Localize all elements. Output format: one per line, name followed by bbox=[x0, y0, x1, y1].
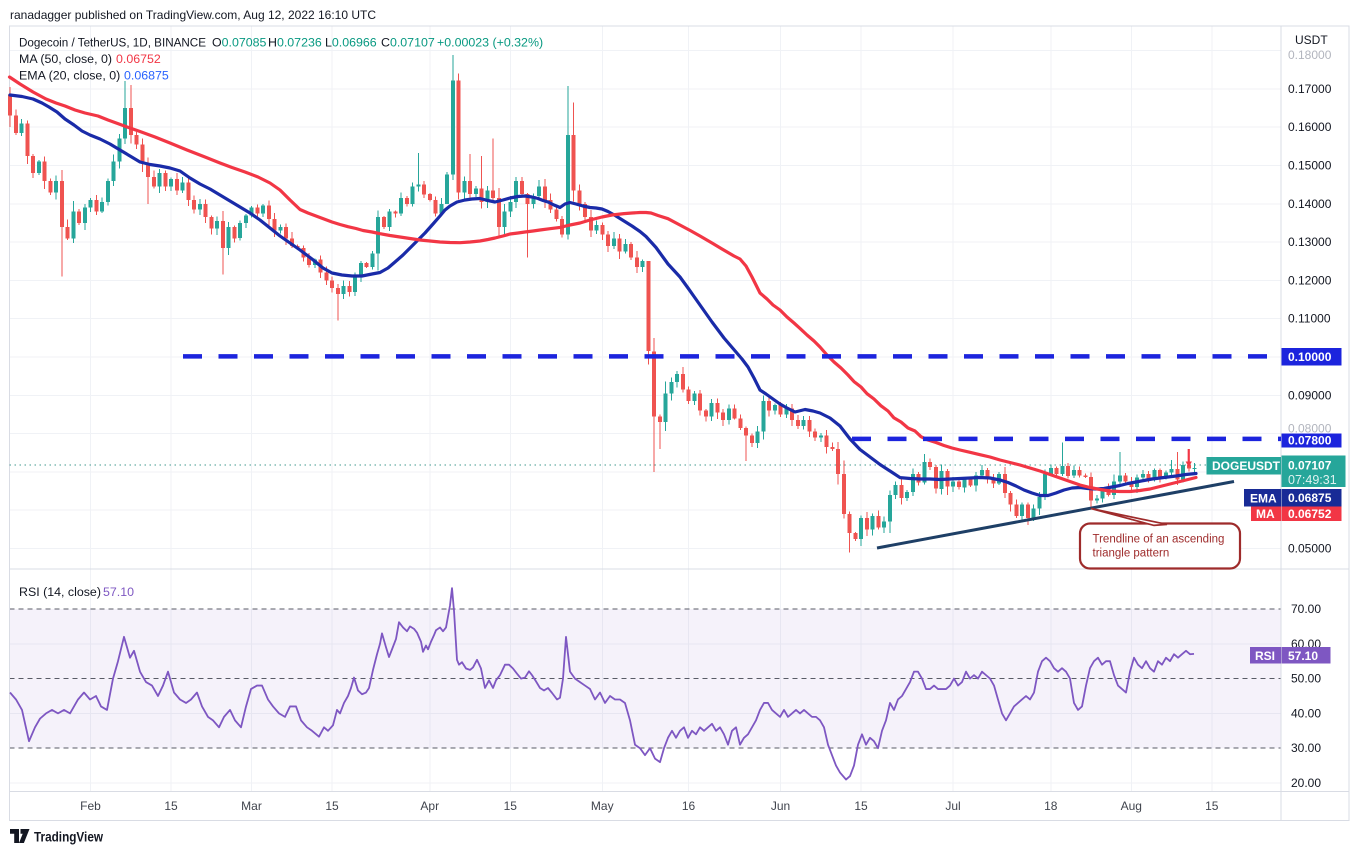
svg-text:0.11000: 0.11000 bbox=[1288, 312, 1331, 326]
svg-text:C0.07107: C0.07107 bbox=[381, 36, 435, 50]
svg-text:Mar: Mar bbox=[241, 799, 262, 813]
svg-text:70.00: 70.00 bbox=[1291, 602, 1321, 616]
svg-text:May: May bbox=[591, 799, 614, 813]
svg-text:0.12000: 0.12000 bbox=[1288, 273, 1332, 287]
svg-text:O0.07085: O0.07085 bbox=[212, 36, 267, 50]
svg-text:15: 15 bbox=[504, 799, 518, 813]
svg-text:0.15000: 0.15000 bbox=[1288, 159, 1332, 173]
svg-text:15: 15 bbox=[164, 799, 178, 813]
svg-text:16: 16 bbox=[682, 799, 696, 813]
svg-text:07:49:31: 07:49:31 bbox=[1288, 473, 1337, 487]
svg-text:ranadagger published on Tradin: ranadagger published on TradingView.com,… bbox=[10, 8, 376, 22]
svg-text:18: 18 bbox=[1044, 799, 1058, 813]
svg-text:57.10: 57.10 bbox=[103, 585, 134, 599]
svg-text:Jun: Jun bbox=[771, 799, 790, 813]
svg-text:L0.06966: L0.06966 bbox=[325, 36, 377, 50]
svg-text:0.13000: 0.13000 bbox=[1288, 235, 1332, 249]
svg-text:0.07107: 0.07107 bbox=[1288, 459, 1332, 473]
svg-text:57.10: 57.10 bbox=[1288, 649, 1318, 663]
svg-text:0.07800: 0.07800 bbox=[1288, 434, 1332, 448]
svg-text:20.00: 20.00 bbox=[1291, 776, 1321, 790]
svg-text:Trendline of an ascending: Trendline of an ascending bbox=[1093, 534, 1225, 546]
svg-text:15: 15 bbox=[325, 799, 339, 813]
svg-text:Feb: Feb bbox=[80, 799, 101, 813]
svg-text:Jul: Jul bbox=[945, 799, 960, 813]
svg-text:DOGEUSDT: DOGEUSDT bbox=[1212, 459, 1281, 473]
svg-text:0.09000: 0.09000 bbox=[1288, 388, 1332, 402]
svg-text:0.08000: 0.08000 bbox=[1288, 422, 1332, 436]
svg-text:0.05000: 0.05000 bbox=[1288, 542, 1332, 556]
svg-text:+0.00023 (+0.32%): +0.00023 (+0.32%) bbox=[437, 36, 543, 50]
svg-text:15: 15 bbox=[854, 799, 868, 813]
svg-text:USDT: USDT bbox=[1295, 33, 1328, 47]
svg-text:0.06752: 0.06752 bbox=[116, 52, 161, 66]
svg-text:EMA (20, close, 0): EMA (20, close, 0) bbox=[19, 69, 120, 83]
svg-text:Aug: Aug bbox=[1121, 799, 1142, 813]
svg-text:0.06875: 0.06875 bbox=[124, 69, 169, 83]
svg-text:EMA: EMA bbox=[1250, 492, 1277, 506]
svg-text:15: 15 bbox=[1205, 799, 1219, 813]
svg-text:0.17000: 0.17000 bbox=[1288, 82, 1332, 96]
svg-text:0.06875: 0.06875 bbox=[1288, 491, 1332, 505]
svg-text:0.18000: 0.18000 bbox=[1288, 48, 1332, 62]
svg-text:triangle pattern: triangle pattern bbox=[1093, 548, 1170, 560]
svg-text:0.14000: 0.14000 bbox=[1288, 197, 1332, 211]
svg-text:50.00: 50.00 bbox=[1291, 672, 1321, 686]
svg-text:Apr: Apr bbox=[420, 799, 439, 813]
svg-text:0.16000: 0.16000 bbox=[1288, 120, 1332, 134]
svg-text:Dogecoin / TetherUS, 1D, BINAN: Dogecoin / TetherUS, 1D, BINANCE bbox=[19, 36, 206, 50]
svg-text:0.10000: 0.10000 bbox=[1288, 350, 1332, 364]
svg-text:TradingView: TradingView bbox=[34, 829, 103, 845]
svg-text:RSI: RSI bbox=[1255, 649, 1275, 663]
svg-text:MA: MA bbox=[1256, 507, 1275, 521]
svg-text:0.06752: 0.06752 bbox=[1288, 507, 1332, 521]
svg-text:40.00: 40.00 bbox=[1291, 706, 1321, 720]
svg-text:30.00: 30.00 bbox=[1291, 741, 1321, 755]
svg-text:RSI (14, close): RSI (14, close) bbox=[19, 585, 101, 599]
svg-text:MA (50, close, 0): MA (50, close, 0) bbox=[19, 52, 112, 66]
svg-text:H0.07236: H0.07236 bbox=[268, 36, 322, 50]
